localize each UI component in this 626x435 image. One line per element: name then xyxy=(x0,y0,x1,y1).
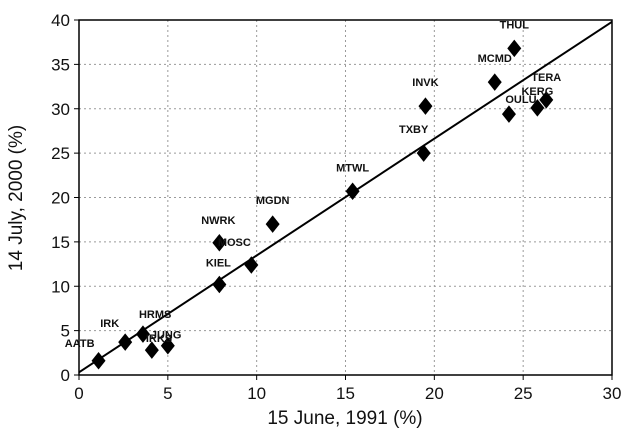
data-point-irk xyxy=(118,333,133,351)
point-label-kiel: KIEL xyxy=(206,257,231,269)
y-tick-label: 5 xyxy=(61,322,70,341)
data-point-jung xyxy=(160,336,175,355)
y-tick-label: 25 xyxy=(51,144,70,163)
y-axis-title: 14 July, 2000 (%) xyxy=(6,125,27,271)
x-tick-label: 25 xyxy=(514,384,533,403)
point-label-invk: INVK xyxy=(412,77,438,89)
point-label-aatb: AATB xyxy=(65,338,95,350)
y-axis-ticks: 0 5 10 15 20 25 30 35 40 xyxy=(51,11,79,385)
point-label-irk: IRK xyxy=(100,318,119,330)
y-tick-label: 0 xyxy=(61,366,70,385)
y-tick-label: 20 xyxy=(51,189,70,208)
data-point-txby xyxy=(416,144,431,162)
point-label-oulu: OULU xyxy=(505,94,536,106)
x-tick-label: 5 xyxy=(163,384,172,403)
data-point-mtwl xyxy=(345,182,360,201)
y-tick-label: 30 xyxy=(51,100,70,119)
point-label-mcmd: MCMD xyxy=(478,53,512,65)
x-axis-ticks: 0 5 10 15 20 25 30 xyxy=(74,375,621,403)
y-tick-label: 15 xyxy=(51,233,70,252)
x-tick-label: 15 xyxy=(336,384,355,403)
point-label-txby: TXBY xyxy=(399,124,429,136)
x-tick-label: 30 xyxy=(603,384,622,403)
data-point-invk xyxy=(418,97,433,115)
point-label-tera: TERA xyxy=(531,72,561,84)
x-axis-title: 15 June, 1991 (%) xyxy=(267,408,422,429)
point-label-hrms: HRMS xyxy=(139,309,171,321)
data-point-tera xyxy=(539,91,554,109)
x-tick-label: 20 xyxy=(425,384,444,403)
y-tick-label: 35 xyxy=(51,55,70,74)
point-label-irks: IRKS xyxy=(146,333,172,345)
point-label-mtwl: MTWL xyxy=(336,162,369,174)
point-label-thul: THUL xyxy=(500,19,530,31)
point-label-jung: JUNG xyxy=(151,330,182,342)
x-tick-label: 0 xyxy=(74,384,83,403)
y-tick-label: 10 xyxy=(51,277,70,296)
data-point-kiel xyxy=(212,275,227,294)
data-point-thul xyxy=(507,39,522,58)
point-label-nwrk: NWRK xyxy=(201,215,235,227)
point-label-kerg: KERG xyxy=(521,86,553,98)
x-tick-label: 10 xyxy=(247,384,266,403)
fit-line-group xyxy=(78,20,613,374)
data-point-aatb xyxy=(91,352,106,370)
fit-line xyxy=(78,20,613,374)
data-point-irks xyxy=(144,341,159,359)
grid xyxy=(79,20,612,375)
data-point-mgdn xyxy=(265,215,280,233)
data-point-hrms xyxy=(135,325,150,343)
data-point-oulu xyxy=(501,105,516,123)
y-tick-label: 40 xyxy=(51,11,70,30)
point-label-mgdn: MGDN xyxy=(256,195,290,207)
data-point-kerg xyxy=(530,99,545,117)
data-point-nwrk xyxy=(212,234,227,252)
data-point-mosc xyxy=(244,256,259,274)
data-point-mcmd xyxy=(487,73,502,91)
point-label-mosc: MOSC xyxy=(218,237,251,249)
data-points xyxy=(91,39,554,370)
